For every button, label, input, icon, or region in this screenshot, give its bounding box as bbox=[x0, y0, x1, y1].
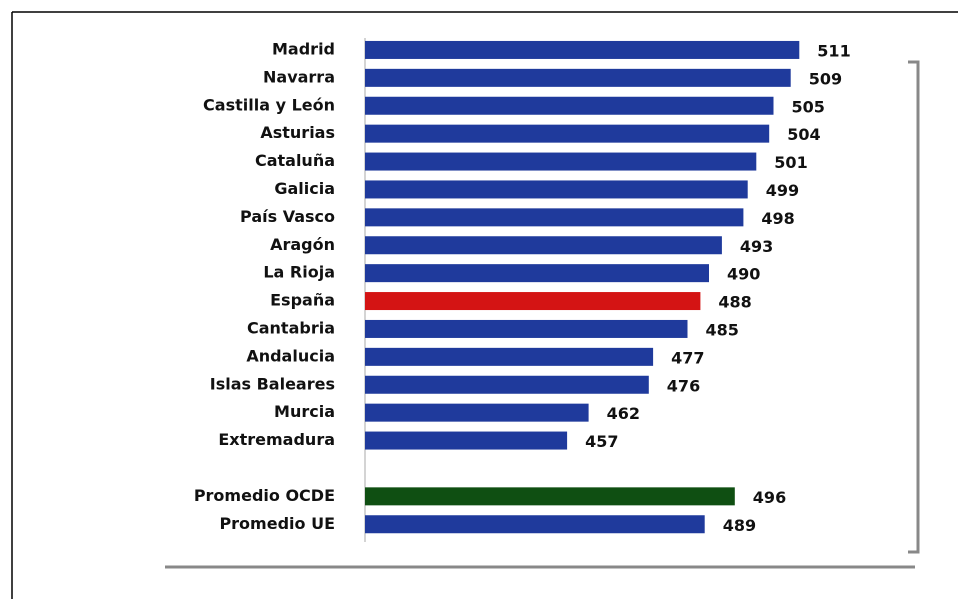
bar bbox=[365, 292, 701, 311]
category-label: España bbox=[270, 291, 335, 310]
category-label: Extremadura bbox=[218, 430, 335, 449]
value-label: 476 bbox=[667, 376, 700, 395]
category-label: Galicia bbox=[274, 179, 335, 198]
category-label: La Rioja bbox=[263, 263, 335, 282]
value-label: 504 bbox=[787, 125, 820, 144]
value-label: 462 bbox=[607, 404, 640, 423]
category-label: Madrid bbox=[272, 39, 335, 58]
category-label: Aragón bbox=[270, 235, 335, 254]
bracket bbox=[908, 60, 920, 554]
bar bbox=[365, 96, 774, 115]
value-label: 490 bbox=[727, 265, 760, 284]
bar bbox=[365, 403, 589, 422]
bar bbox=[365, 347, 654, 366]
bar bbox=[365, 208, 744, 227]
value-label: 505 bbox=[792, 97, 825, 116]
value-label: 488 bbox=[718, 293, 751, 312]
category-label: Murcia bbox=[274, 402, 335, 421]
category-label: Asturias bbox=[260, 123, 335, 142]
value-label: 457 bbox=[585, 432, 618, 451]
bar bbox=[365, 319, 688, 338]
value-label: 489 bbox=[723, 516, 756, 535]
category-label: Islas Baleares bbox=[210, 374, 335, 393]
category-label: Promedio OCDE bbox=[194, 486, 335, 505]
bar bbox=[365, 236, 722, 255]
value-label: 499 bbox=[766, 181, 799, 200]
bar bbox=[365, 152, 757, 171]
bar bbox=[365, 264, 709, 283]
value-label: 498 bbox=[761, 209, 794, 228]
category-label: Promedio UE bbox=[219, 514, 335, 533]
bar bbox=[365, 375, 649, 394]
value-label: 477 bbox=[671, 348, 704, 367]
bar bbox=[365, 40, 800, 59]
value-label: 509 bbox=[809, 69, 842, 88]
bar bbox=[365, 515, 705, 534]
value-label: 485 bbox=[706, 320, 739, 339]
bar bbox=[365, 180, 748, 199]
value-label: 501 bbox=[774, 153, 807, 172]
category-label: Andalucia bbox=[246, 346, 335, 365]
bar bbox=[365, 68, 791, 87]
category-label: Cataluña bbox=[255, 151, 335, 170]
value-label: 493 bbox=[740, 237, 773, 256]
value-label: 511 bbox=[817, 41, 850, 60]
value-label: 496 bbox=[753, 488, 786, 507]
bar bbox=[365, 487, 735, 506]
bar bbox=[365, 124, 770, 143]
category-label: País Vasco bbox=[240, 207, 335, 226]
category-label: Cantabria bbox=[247, 318, 335, 337]
category-label: Castilla y León bbox=[203, 95, 335, 114]
bar bbox=[365, 431, 568, 450]
category-label: Navarra bbox=[263, 67, 335, 86]
